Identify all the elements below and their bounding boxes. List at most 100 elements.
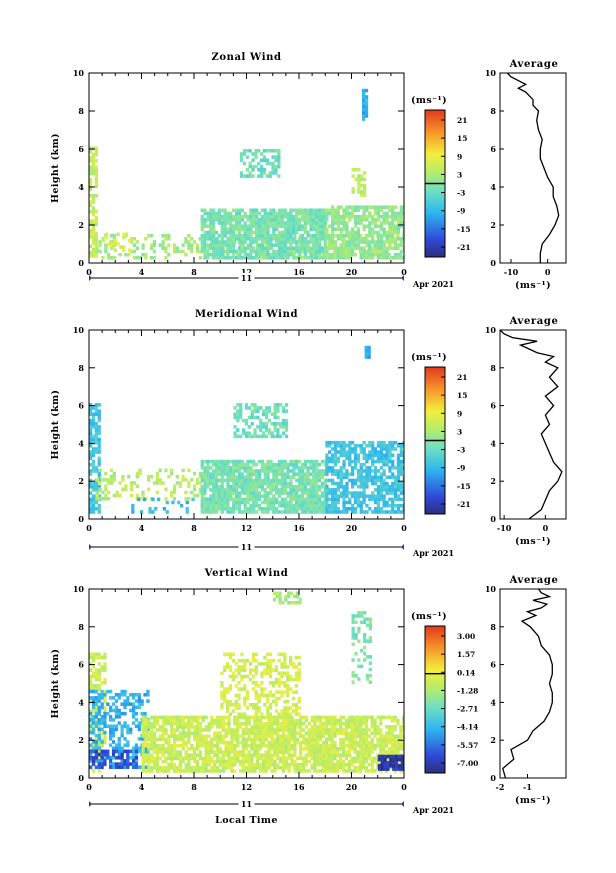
heatmap-cell bbox=[150, 747, 154, 751]
heatmap-cell bbox=[161, 728, 165, 732]
heatmap-cell bbox=[204, 744, 208, 748]
heatmap-cell bbox=[353, 208, 358, 213]
heatmap-cell bbox=[132, 756, 136, 760]
heatmap-cell bbox=[310, 747, 314, 751]
heatmap-cell bbox=[376, 494, 381, 498]
heatmap-cell bbox=[328, 246, 332, 251]
heatmap-cell bbox=[117, 752, 121, 757]
heatmap-cell bbox=[150, 769, 154, 773]
heatmap-cell bbox=[126, 727, 130, 732]
heatmap-cell bbox=[325, 478, 329, 483]
heatmap-cell bbox=[309, 233, 313, 238]
heatmap-cell bbox=[212, 459, 216, 464]
heatmap-cell bbox=[112, 493, 116, 498]
heatmap-cell bbox=[306, 221, 310, 225]
heatmap-cell bbox=[257, 478, 262, 483]
heatmap-cell bbox=[384, 740, 389, 745]
heatmap-cell bbox=[261, 731, 266, 735]
heatmap-cell bbox=[376, 243, 381, 247]
heatmap-cell bbox=[396, 233, 400, 238]
heatmap-cell bbox=[315, 469, 319, 473]
heatmap-cell bbox=[270, 734, 274, 739]
heatmap-cell bbox=[284, 766, 288, 770]
heatmap-cell bbox=[141, 493, 145, 498]
heatmap-cell bbox=[204, 759, 208, 764]
heatmap-cell bbox=[297, 466, 302, 470]
heatmap-cell bbox=[364, 101, 369, 106]
heatmap-cell bbox=[260, 221, 264, 225]
heatmap-cell bbox=[152, 243, 157, 247]
heatmap-cell bbox=[173, 721, 177, 726]
heatmap-cell bbox=[242, 152, 247, 156]
heatmap-cell bbox=[94, 171, 98, 176]
heatmap-cell bbox=[371, 440, 375, 445]
heatmap-cell bbox=[214, 459, 219, 464]
heatmap-cell bbox=[299, 718, 303, 723]
heatmap-cell bbox=[220, 233, 224, 238]
heatmap-cell bbox=[284, 428, 289, 432]
heatmap-cell bbox=[141, 718, 145, 723]
heatmap-cell bbox=[399, 472, 403, 476]
heatmap-cell bbox=[280, 469, 284, 473]
heatmap-cell bbox=[292, 485, 296, 489]
heatmap-cell bbox=[304, 762, 308, 767]
heatmap-cell bbox=[229, 459, 233, 464]
heatmap-cell bbox=[331, 488, 335, 492]
heatmap-cell bbox=[97, 440, 101, 445]
heatmap-cell bbox=[200, 233, 204, 238]
heatmap-cell bbox=[89, 500, 93, 505]
heatmap-cell bbox=[385, 510, 389, 514]
heatmap-cell bbox=[141, 721, 145, 726]
heatmap-cell bbox=[272, 224, 276, 228]
heatmap-cell bbox=[325, 485, 329, 489]
heatmap-cell bbox=[217, 503, 221, 508]
heatmap-cell bbox=[402, 256, 404, 260]
heatmap-cell bbox=[345, 230, 349, 235]
heatmap-cell bbox=[281, 766, 286, 770]
heatmap-cell bbox=[218, 731, 223, 735]
heatmap-cell bbox=[226, 690, 230, 694]
heatmap-cell bbox=[272, 243, 276, 247]
heatmap-cell bbox=[167, 766, 171, 770]
heatmap-cell bbox=[116, 242, 120, 246]
heatmap-cell bbox=[91, 232, 96, 236]
heatmap-cell bbox=[97, 447, 101, 451]
heatmap-cell bbox=[216, 737, 220, 742]
heatmap-cell bbox=[333, 715, 337, 720]
heatmap-cell bbox=[200, 488, 204, 492]
heatmap-cell bbox=[357, 177, 361, 182]
heatmap-cell bbox=[101, 256, 105, 260]
heatmap-cell bbox=[258, 740, 263, 745]
heatmap-cell bbox=[276, 403, 280, 407]
heatmap-cell bbox=[246, 246, 250, 251]
heatmap-cell bbox=[293, 759, 297, 764]
heatmap-cell bbox=[226, 494, 230, 498]
heatmap-cell bbox=[178, 484, 182, 488]
heatmap-cell bbox=[193, 731, 197, 735]
heatmap-cell bbox=[120, 702, 124, 706]
heatmap-cell bbox=[371, 240, 375, 244]
heatmap-cell bbox=[266, 507, 270, 511]
heatmap-cell bbox=[251, 152, 255, 156]
heatmap-cell bbox=[365, 459, 369, 464]
heatmap-cell bbox=[325, 462, 329, 467]
heatmap-cell bbox=[89, 222, 93, 227]
heatmap-cell bbox=[331, 500, 335, 505]
heatmap-cell bbox=[173, 728, 177, 732]
heatmap-cell bbox=[203, 507, 207, 511]
heatmap-cell bbox=[158, 750, 162, 754]
heatmap-cell bbox=[195, 766, 200, 770]
heatmap-cell bbox=[357, 187, 361, 191]
heatmap-cell bbox=[342, 494, 346, 498]
heatmap-cell bbox=[320, 494, 325, 498]
heatmap-cell bbox=[103, 706, 107, 710]
heatmap-cell bbox=[312, 510, 316, 514]
heatmap-cell bbox=[379, 472, 383, 476]
heatmap-cell bbox=[270, 412, 274, 417]
heatmap-cell bbox=[336, 762, 340, 767]
heatmap-cell bbox=[315, 246, 319, 251]
heatmap-cell bbox=[272, 510, 276, 514]
heatmap-cell bbox=[190, 490, 194, 495]
heatmap-cell bbox=[293, 725, 297, 729]
heatmap-cell bbox=[328, 456, 332, 461]
